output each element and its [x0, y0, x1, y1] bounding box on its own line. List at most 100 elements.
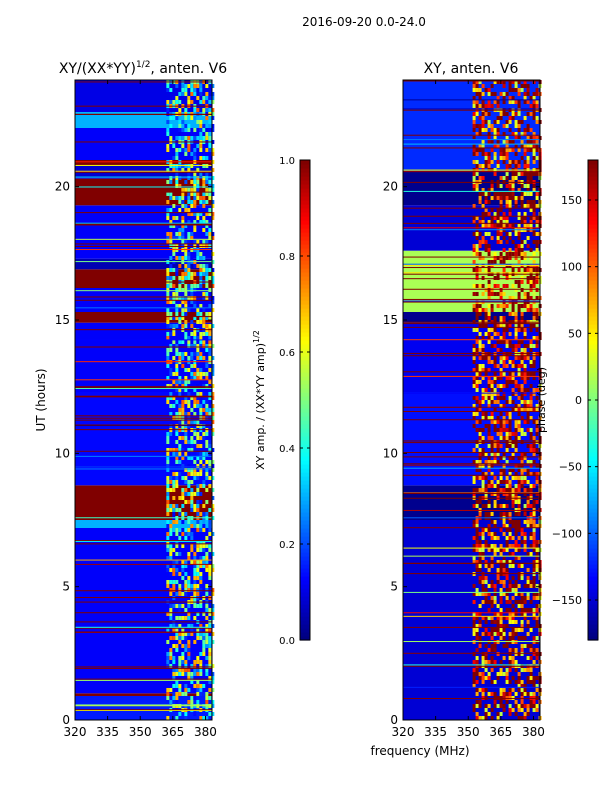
heatmap-cell — [520, 628, 524, 632]
heatmap-stripe — [75, 429, 212, 431]
colorbar-segment — [300, 272, 310, 277]
heatmap-cell — [202, 432, 206, 436]
colorbar-segment — [300, 168, 310, 173]
heatmap-cell — [202, 184, 206, 188]
heatmap-cell — [490, 660, 494, 664]
heatmap-cell — [508, 192, 512, 196]
colorbar-segment — [588, 224, 598, 229]
colorbar-segment — [588, 176, 598, 181]
heatmap-cell — [181, 592, 185, 596]
colorbar-segment — [300, 160, 310, 165]
heatmap-cell — [487, 280, 491, 284]
heatmap-cell — [517, 628, 521, 632]
heatmap-cell — [517, 232, 521, 236]
heatmap-cell — [178, 412, 182, 416]
heatmap-cell — [493, 460, 497, 464]
heatmap-cell — [475, 224, 479, 228]
heatmap-cell — [532, 304, 536, 308]
heatmap-cell — [499, 616, 503, 620]
heatmap-cell — [193, 164, 197, 168]
colorbar-segment — [300, 564, 310, 569]
heatmap-cell — [532, 608, 536, 612]
heatmap-cell — [484, 600, 488, 604]
heatmap-cell — [196, 84, 200, 88]
heatmap-cell — [472, 184, 476, 188]
heatmap-cell — [475, 112, 479, 116]
heatmap-stripe — [75, 386, 212, 388]
heatmap-cell — [499, 356, 503, 360]
heatmap-cell — [190, 672, 194, 676]
heatmap-cell — [196, 348, 200, 352]
heatmap-cell — [508, 312, 512, 316]
heatmap-cell — [196, 660, 200, 664]
heatmap-cell — [499, 548, 503, 552]
heatmap-cell — [196, 320, 200, 324]
heatmap-cell — [202, 164, 206, 168]
heatmap-cell — [169, 652, 173, 656]
heatmap-cell — [196, 272, 200, 276]
heatmap-cell — [508, 608, 512, 612]
colorbar-tick-label: 0.6 — [279, 348, 295, 359]
heatmap-cell — [481, 120, 485, 124]
heatmap-cell — [199, 548, 203, 552]
heatmap-band — [75, 258, 212, 270]
heatmap-cell — [514, 612, 518, 616]
heatmap-cell — [193, 176, 197, 180]
colorbar-segment — [300, 444, 310, 449]
heatmap-stripe — [75, 81, 212, 83]
heatmap-cell — [199, 340, 203, 344]
heatmap-cell — [517, 356, 521, 360]
heatmap-cell — [190, 468, 194, 472]
heatmap-cell — [508, 552, 512, 556]
heatmap-cell — [196, 376, 200, 380]
heatmap-cell — [199, 120, 203, 124]
heatmap-stripe — [75, 466, 212, 468]
heatmap-cell — [202, 204, 206, 208]
heatmap-cell — [523, 616, 527, 620]
heatmap-stripe — [403, 267, 540, 269]
heatmap-cell — [526, 164, 530, 168]
heatmap-cell — [205, 396, 209, 400]
heatmap-cell — [526, 584, 530, 588]
heatmap-cell — [208, 136, 212, 140]
heatmap-cell — [502, 464, 506, 468]
colorbar-tick-label: −150 — [552, 594, 582, 607]
heatmap-cell — [472, 412, 476, 416]
heatmap-cell — [181, 648, 185, 652]
heatmap-cell — [175, 580, 179, 584]
heatmap-cell — [502, 140, 506, 144]
heatmap-cell — [523, 304, 527, 308]
heatmap-cell — [529, 656, 533, 660]
heatmap-cell — [472, 460, 476, 464]
heatmap-cell — [172, 380, 176, 384]
heatmap-cell — [196, 692, 200, 696]
heatmap-cell — [493, 660, 497, 664]
heatmap-cell — [172, 100, 176, 104]
heatmap-cell — [514, 312, 518, 316]
heatmap-cell — [499, 348, 503, 352]
heatmap-cell — [196, 136, 200, 140]
colorbar-segment — [588, 440, 598, 445]
heatmap-cell — [517, 396, 521, 400]
heatmap-stripe — [403, 222, 540, 224]
heatmap-cell — [172, 668, 176, 672]
colorbar-segment — [300, 300, 310, 305]
heatmap-cell — [472, 128, 476, 132]
heatmap-cell — [193, 660, 197, 664]
heatmap-cell — [178, 128, 182, 132]
heatmap-cell — [526, 668, 530, 672]
heatmap-cell — [493, 692, 497, 696]
colorbar-segment — [300, 536, 310, 541]
colorbar-segment — [300, 480, 310, 485]
heatmap-cell — [511, 376, 515, 380]
heatmap-cell — [526, 712, 530, 716]
heatmap-cell — [472, 600, 476, 604]
heatmap-cell — [532, 216, 536, 220]
heatmap-cell — [532, 112, 536, 116]
heatmap-cell — [205, 268, 209, 272]
heatmap-cell — [487, 312, 491, 316]
heatmap-cell — [502, 260, 506, 264]
heatmap-cell — [505, 184, 509, 188]
colorbar-segment — [300, 188, 310, 193]
heatmap-cell — [199, 468, 203, 472]
